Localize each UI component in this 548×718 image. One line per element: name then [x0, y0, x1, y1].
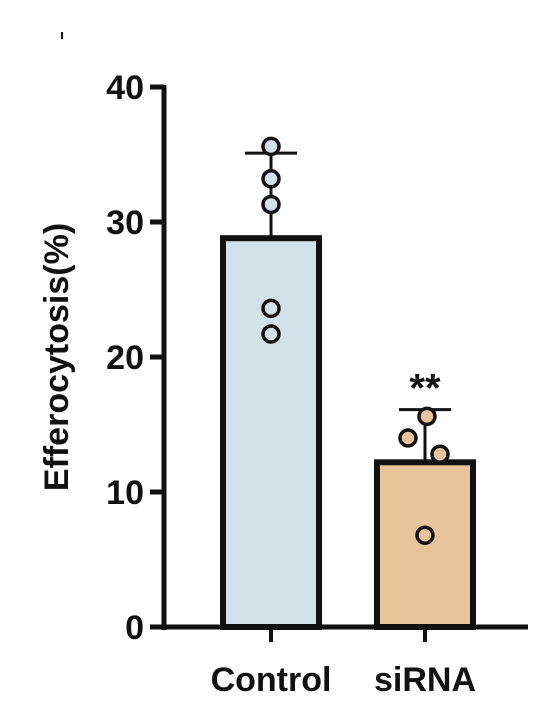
x-tick-label-sirna: siRNA	[374, 661, 476, 699]
data-point	[398, 428, 418, 448]
data-point	[415, 525, 435, 545]
y-tick-label: 10	[106, 474, 144, 512]
data-point	[417, 406, 437, 427]
y-axis: 0 10 20 30 40	[106, 69, 167, 647]
y-tick-label: 40	[106, 69, 144, 107]
labels: Efferocytosis(%) **	[38, 223, 441, 491]
x-axis: Control siRNA	[161, 624, 528, 699]
y-tick-label: 20	[106, 339, 144, 377]
data-point	[261, 136, 281, 157]
bars	[220, 235, 476, 630]
data-point	[261, 169, 281, 189]
bar-control	[220, 235, 322, 630]
y-tick-label: 0	[125, 609, 144, 647]
data-point	[261, 324, 281, 344]
significance-marker: **	[409, 367, 441, 411]
y-tick-label: 30	[106, 204, 144, 242]
y-axis-title: Efferocytosis(%)	[38, 223, 76, 491]
data-point	[430, 444, 450, 464]
data-point	[261, 194, 281, 215]
data-points	[261, 136, 450, 545]
x-tick-label-control: Control	[211, 661, 332, 699]
data-point	[261, 298, 281, 319]
